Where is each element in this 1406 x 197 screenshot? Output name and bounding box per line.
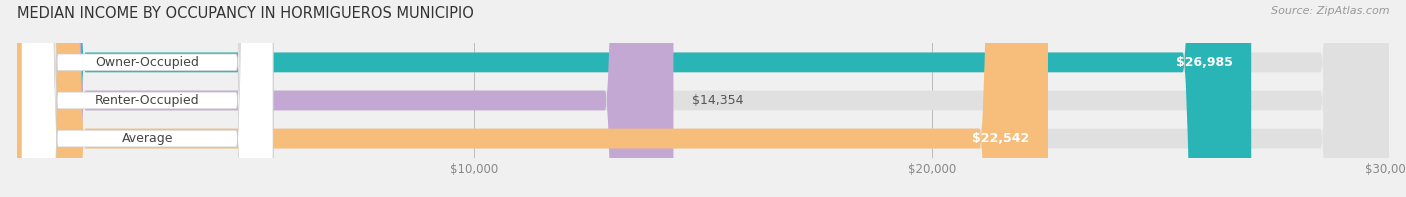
Text: Owner-Occupied: Owner-Occupied xyxy=(96,56,200,69)
FancyBboxPatch shape xyxy=(17,0,1389,197)
FancyBboxPatch shape xyxy=(17,0,1251,197)
FancyBboxPatch shape xyxy=(21,0,273,197)
Text: Average: Average xyxy=(121,132,173,145)
FancyBboxPatch shape xyxy=(17,0,1047,197)
Text: Renter-Occupied: Renter-Occupied xyxy=(96,94,200,107)
FancyBboxPatch shape xyxy=(17,0,1389,197)
FancyBboxPatch shape xyxy=(21,0,273,197)
Text: $22,542: $22,542 xyxy=(973,132,1029,145)
FancyBboxPatch shape xyxy=(17,0,673,197)
FancyBboxPatch shape xyxy=(17,0,1389,197)
Text: $14,354: $14,354 xyxy=(692,94,744,107)
Text: $26,985: $26,985 xyxy=(1175,56,1233,69)
Text: Source: ZipAtlas.com: Source: ZipAtlas.com xyxy=(1271,6,1389,16)
FancyBboxPatch shape xyxy=(21,0,273,197)
Text: MEDIAN INCOME BY OCCUPANCY IN HORMIGUEROS MUNICIPIO: MEDIAN INCOME BY OCCUPANCY IN HORMIGUERO… xyxy=(17,6,474,21)
